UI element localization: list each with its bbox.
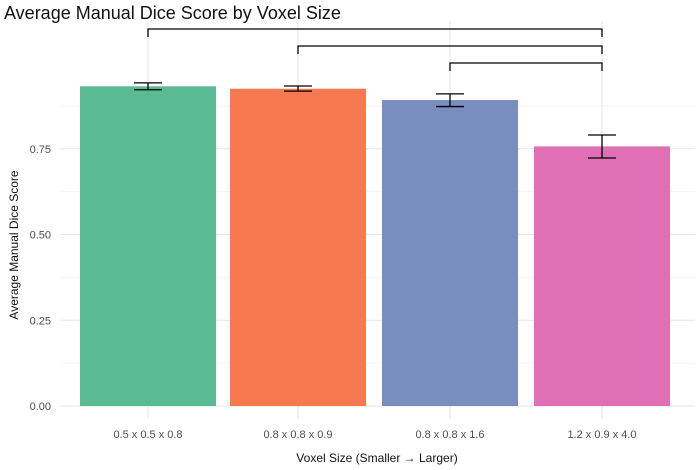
bar xyxy=(382,100,518,406)
comparison-brackets xyxy=(147,28,603,71)
x-tick-label: 0.5 x 0.5 x 0.8 xyxy=(113,429,182,441)
x-tick-label: 0.8 x 0.8 x 1.6 xyxy=(415,429,484,441)
x-axis-ticks: 0.5 x 0.5 x 0.8 0.8 x 0.8 x 0.9 0.8 x 0.8 … xyxy=(113,429,636,441)
x-axis-title: Voxel Size (Smaller → Larger) xyxy=(296,451,457,465)
chart-title: Average Manual Dice Score by Voxel Size xyxy=(4,3,341,23)
y-axis-title: Average Manual Dice Score xyxy=(7,170,21,320)
bar xyxy=(80,86,216,406)
comparison-bracket xyxy=(449,62,603,71)
bar xyxy=(230,88,366,406)
y-tick-label: 0.25 xyxy=(30,315,51,327)
error-bars xyxy=(134,82,616,159)
y-tick-label: 0.75 xyxy=(30,144,51,156)
bars xyxy=(80,86,670,406)
y-tick-label: 0.00 xyxy=(30,401,51,413)
comparison-bracket xyxy=(297,45,603,54)
x-tick-label: 0.8 x 0.8 x 0.9 xyxy=(263,429,332,441)
comparison-bracket xyxy=(147,28,603,37)
y-tick-label: 0.50 xyxy=(30,230,51,242)
x-tick-label: 1.2 x 0.9 x 4.0 xyxy=(567,429,636,441)
y-axis-ticks: 0.00 0.25 0.50 0.75 xyxy=(30,144,51,413)
bar xyxy=(534,146,670,406)
